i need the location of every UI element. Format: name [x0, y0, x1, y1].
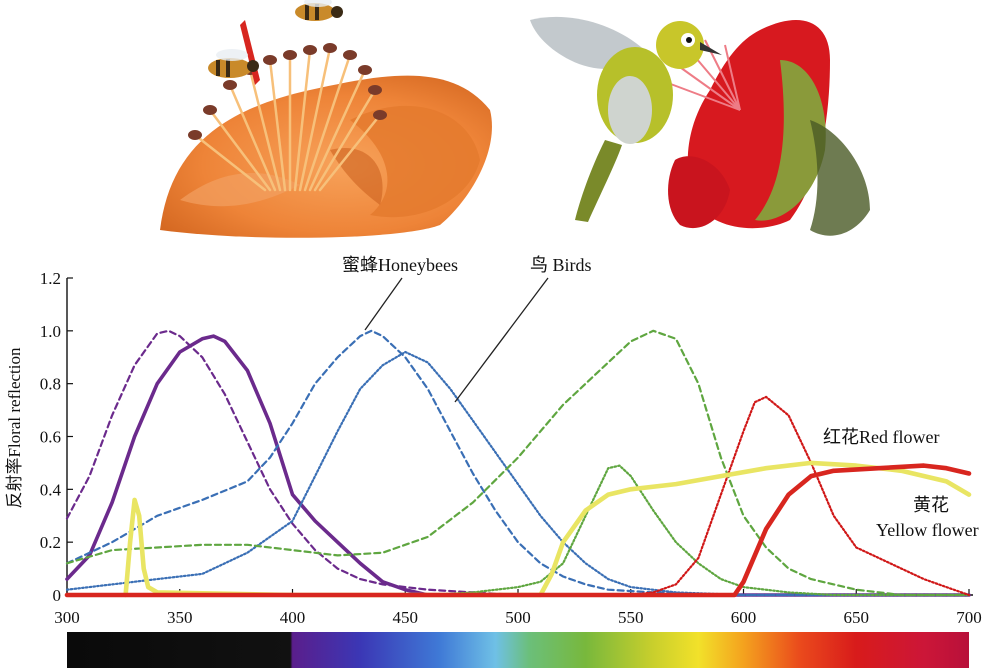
y-tick-label: 0.6: [40, 428, 61, 447]
series-line-birds-blue-3: [65, 350, 971, 597]
photo-bird-on-red-flower: [510, 0, 900, 242]
x-tick-label: 650: [844, 608, 870, 627]
hummingbird-illustration: [530, 16, 722, 222]
x-tick-label: 600: [731, 608, 757, 627]
x-tick-label: 400: [280, 608, 306, 627]
orange-flower-illustration: [160, 0, 492, 238]
x-tick-label: 450: [393, 608, 419, 627]
series-line-honeybees-uv-0: [65, 329, 971, 597]
x-tick-label: 350: [167, 608, 193, 627]
series-line-birds-red_receptor-6: [584, 395, 971, 597]
series-line-birds-green-5: [426, 464, 971, 597]
red-flower-illustration: [530, 16, 870, 236]
series-line-red_flower-red_flower-8: [64, 463, 972, 598]
chart-axes: 0 0.2 0.4 0.6 0.8 1.0 1.2 300 350 400 450 500 550 600…: [40, 269, 982, 627]
series-line-birds-uv-1: [65, 334, 971, 597]
series-line-yellow_flower-yellow_flower-7: [123, 460, 972, 598]
visible-spectrum-bar: [67, 632, 969, 668]
y-tick-label: 0.8: [40, 375, 61, 394]
honeybee-left-illustration: [208, 49, 259, 78]
chart-series: [64, 329, 972, 598]
annotation-honeybees: 蜜蜂Honeybees: [342, 255, 458, 275]
photo-bee-on-orange-flower: [150, 0, 500, 242]
y-tick-label: 0.4: [40, 480, 62, 499]
x-tick-label: 500: [505, 608, 531, 627]
honeybees-leader-line: [364, 277, 403, 331]
x-tick-label: 300: [54, 608, 80, 627]
x-tick-label: 550: [618, 608, 644, 627]
y-tick-label: 0: [53, 586, 62, 605]
y-axis-label: 反射率Floral reflection: [5, 347, 24, 508]
x-tick-label: 700: [956, 608, 982, 627]
series-line-honeybees-green-4: [65, 329, 971, 597]
annotation-birds: 鸟 Birds: [530, 255, 592, 275]
series-line-honeybees-blue-2: [65, 329, 971, 597]
y-tick-label: 0.2: [40, 533, 61, 552]
annotation-yellow-flower-en: Yellow flower: [876, 520, 979, 540]
birds-leader-line: [454, 277, 549, 403]
annotation-red-flower-en: Red flower: [859, 427, 939, 447]
annotation-red-flower: 红花Red flower: [823, 427, 939, 447]
y-tick-label: 1.2: [40, 269, 61, 288]
annotation-red-flower-zh: 红花: [823, 427, 859, 447]
annotation-yellow-flower-zh: 黄花: [913, 495, 949, 515]
y-tick-label: 1.0: [40, 322, 61, 341]
honeybee-top-illustration: [295, 0, 343, 21]
annotation-leader-lines: [364, 277, 549, 403]
